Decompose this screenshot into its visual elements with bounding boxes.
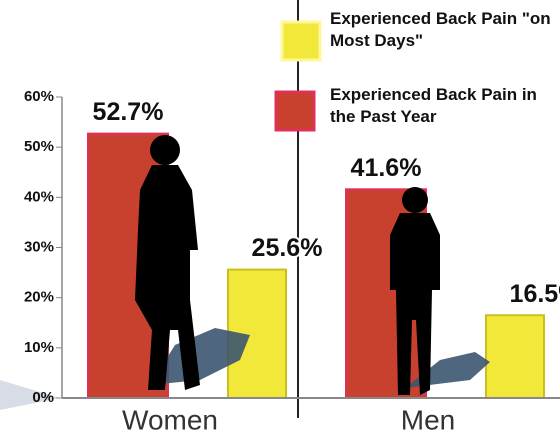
x-tick-label: Women [122, 404, 218, 435]
value-label: 52.7% [93, 98, 164, 126]
y-tick-label: 40% [24, 188, 54, 205]
page: 0% 10% 20% 30% 40% 50% 60% Women 25.6% 52.7% Men 16… [0, 0, 560, 442]
shadows [150, 328, 490, 388]
y-tick-label: 60% [24, 88, 54, 105]
y-tick-label: 50% [24, 138, 54, 155]
legend-label: Experienced Back Pain "on Most Days" [330, 8, 560, 52]
value-label: 25.6% [252, 234, 323, 262]
value-label: 16.5% [510, 280, 560, 308]
value-label: 41.6% [351, 154, 422, 182]
y-tick-label: 30% [24, 238, 54, 255]
legend-label: Experienced Back Pain in the Past Year [330, 84, 560, 128]
legend-swatch [276, 92, 314, 130]
y-tick-label: 10% [24, 339, 54, 356]
x-tick-label: Men [401, 404, 455, 435]
y-tick-label: 0% [32, 389, 54, 406]
chart: 0% 10% 20% 30% 40% 50% 60% Women 25.6% 52.7% Men 16… [0, 0, 560, 442]
y-tick-label: 20% [24, 289, 54, 306]
bar [486, 315, 544, 398]
legend-swatch [282, 22, 320, 60]
